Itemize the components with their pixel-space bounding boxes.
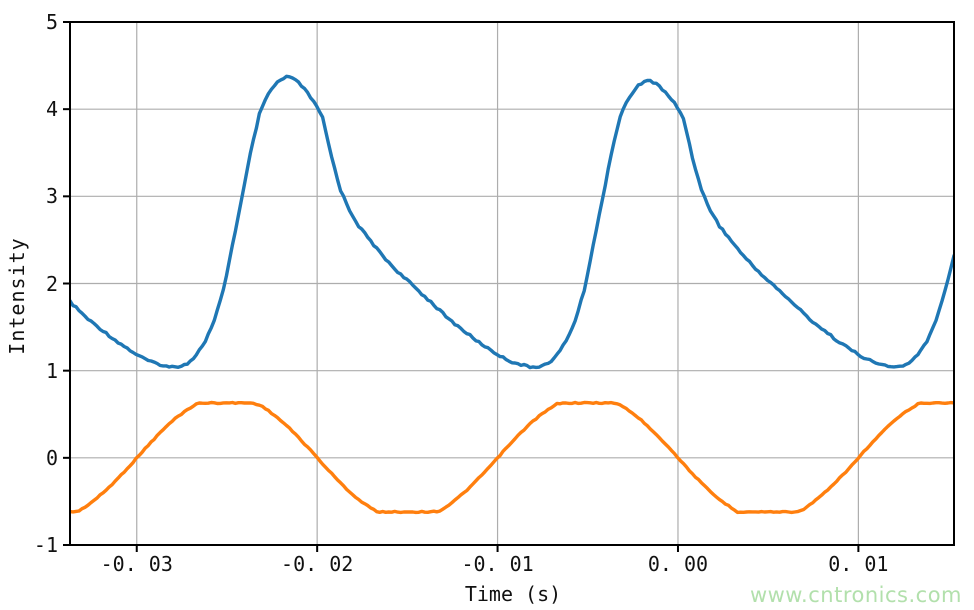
series-2-orange-clipped-sine — [70, 400, 954, 515]
x-tick-label: -0. 03 — [100, 552, 173, 576]
watermark-text: www.cntronics.com — [749, 583, 962, 607]
x-tick-label: 0. 01 — [828, 552, 889, 576]
y-tick-label: 1 — [45, 358, 58, 383]
x-tick-label: -0. 02 — [281, 552, 354, 576]
y-tick-label: 3 — [45, 184, 58, 209]
y-tick-label: 0 — [45, 445, 58, 470]
y-tick-label: -1 — [33, 533, 58, 557]
x-axis-title: Time (s) — [464, 582, 562, 606]
y-tick-label: 5 — [45, 10, 58, 34]
x-tick-label: 0. 00 — [647, 552, 709, 576]
x-tick-label: -0. 01 — [461, 552, 534, 576]
axes-frame — [63, 21, 955, 552]
y-tick-label: 2 — [45, 271, 58, 296]
grid-lines — [70, 21, 954, 546]
y-axis-title: Intensity — [5, 237, 29, 355]
series-1-blue-intensity-pulse — [70, 74, 954, 370]
y-tick-label: 4 — [45, 97, 58, 122]
series-group — [70, 74, 954, 515]
